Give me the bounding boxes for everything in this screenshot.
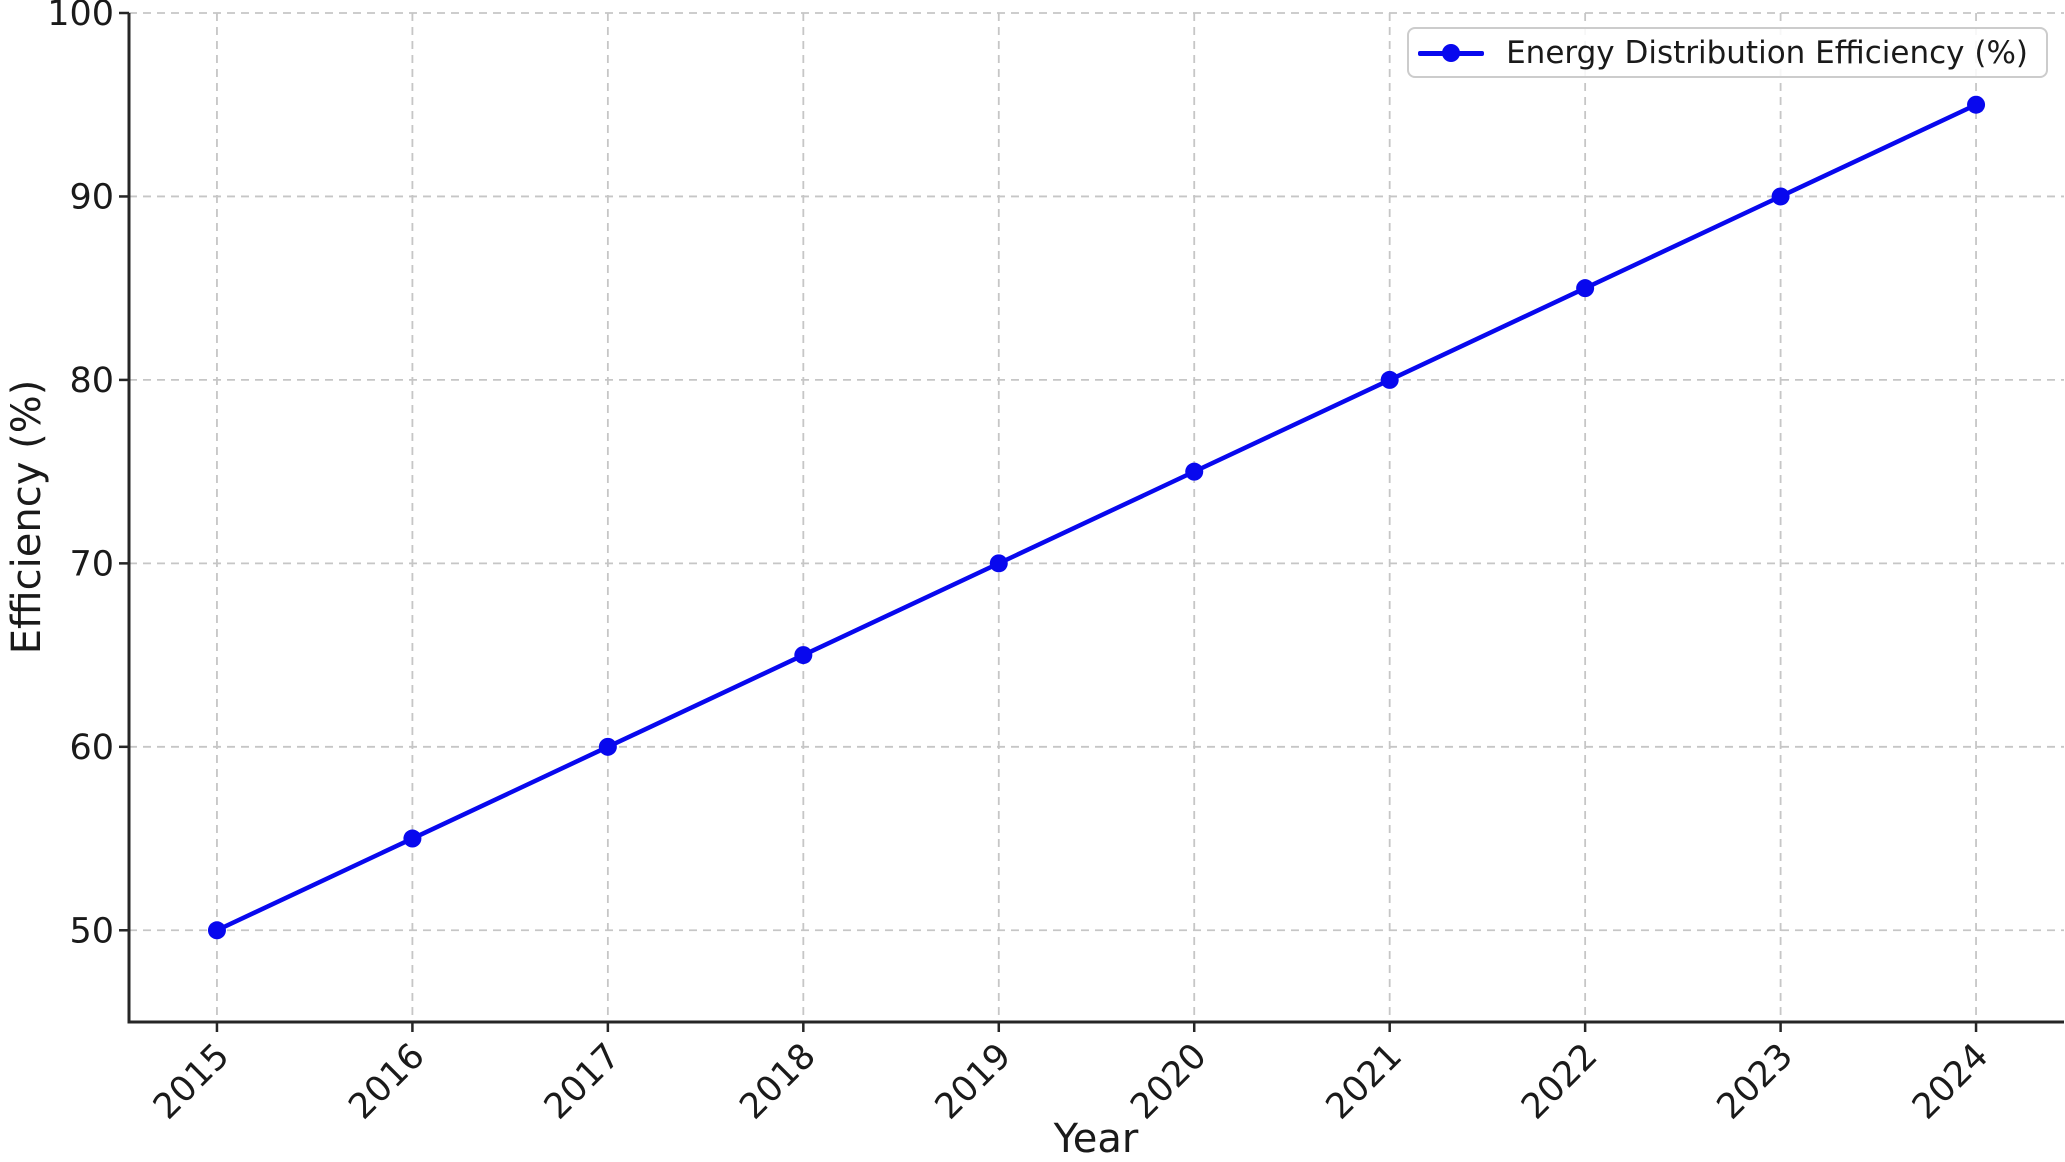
data-point	[794, 646, 813, 665]
x-tick-label: 2021	[1319, 1036, 1410, 1127]
data-point	[1380, 370, 1399, 389]
legend-label: Energy Distribution Efficiency (%)	[1506, 34, 2028, 71]
x-tick-label: 2020	[1123, 1036, 1214, 1127]
data-point	[1771, 187, 1790, 206]
data-point	[1576, 279, 1595, 298]
x-tick-label: 2024	[1905, 1036, 1996, 1127]
x-axis-title: Year	[1053, 1116, 1139, 1162]
data-series-line	[214, 102, 1979, 933]
legend-marker-dot-icon	[1442, 43, 1461, 62]
data-point	[1967, 95, 1986, 114]
x-tick-label: 2017	[537, 1036, 628, 1127]
y-tick-label: 80	[69, 361, 114, 401]
y-tick-label: 100	[47, 0, 114, 34]
y-tick-label: 50	[69, 911, 114, 951]
y-axis-title: Efficiency (%)	[4, 379, 50, 655]
data-point	[598, 737, 617, 756]
legend[interactable]: Energy Distribution Efficiency (%)	[1407, 27, 2048, 78]
y-tick-label: 70	[69, 544, 114, 584]
x-tick-label: 2019	[928, 1036, 1019, 1127]
data-point	[403, 829, 422, 848]
x-tick-label: 2016	[342, 1036, 433, 1127]
legend-line-marker-icon	[1418, 43, 1485, 63]
x-tick-label: 2022	[1514, 1036, 1605, 1127]
y-tick-label: 90	[69, 177, 114, 217]
x-tick-label: 2018	[732, 1036, 823, 1127]
data-point	[207, 921, 226, 940]
x-tick-label: 2015	[146, 1036, 237, 1127]
y-tick-label: 60	[69, 728, 114, 768]
data-point	[989, 554, 1008, 573]
x-tick-label: 2023	[1710, 1036, 1801, 1127]
data-point	[1185, 462, 1204, 481]
